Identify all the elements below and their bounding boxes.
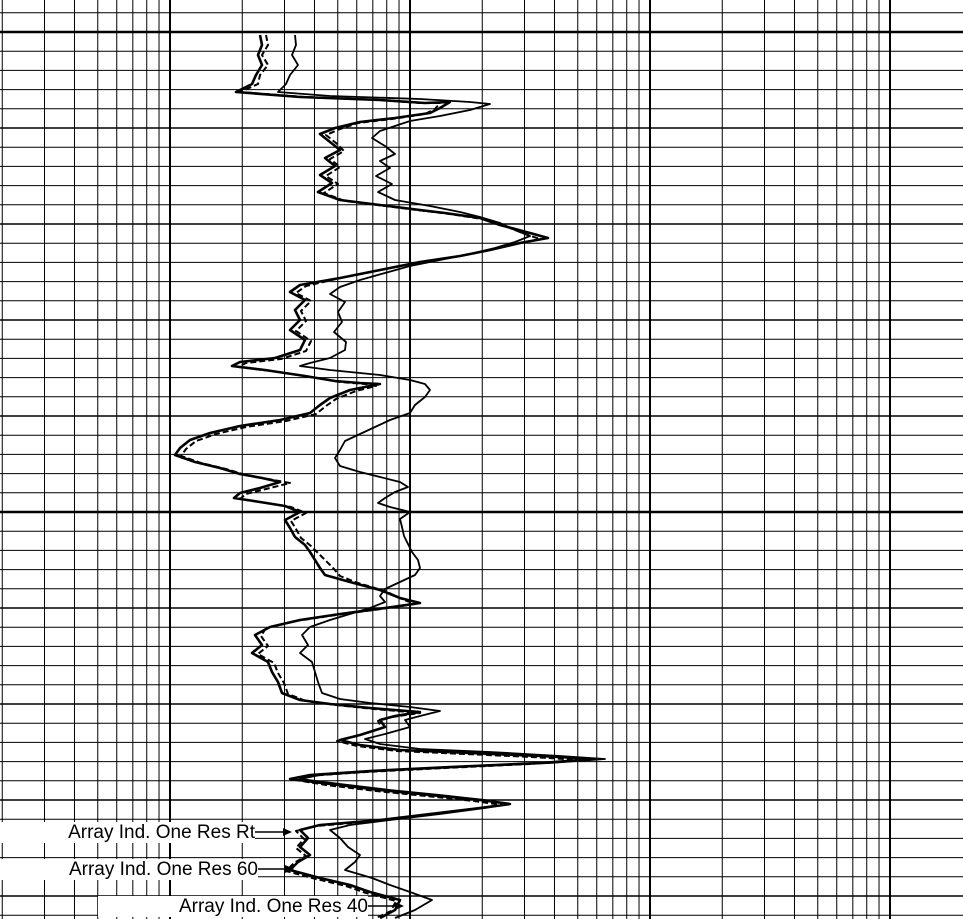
curves-layer [173,34,606,919]
label-background [0,859,258,880]
label-background [0,822,255,843]
curve-label: Array Ind. One Res 60 [69,859,258,880]
series-line-3 [277,34,606,919]
label-arrow-head [285,865,294,873]
curve-labels-layer: Array Ind. One Res Rt Array Ind. One Res … [0,822,404,917]
horizontal-grid [0,12,963,916]
label-background [98,896,368,917]
curve-label: Array Ind. One Res Rt [68,822,256,843]
series-line-1 [173,34,597,919]
vertical-grid [1,0,891,919]
label-arrow-head [395,902,404,910]
curve-label: Array Ind. One Res 40 [179,896,368,917]
label-arrow-head [283,828,292,836]
